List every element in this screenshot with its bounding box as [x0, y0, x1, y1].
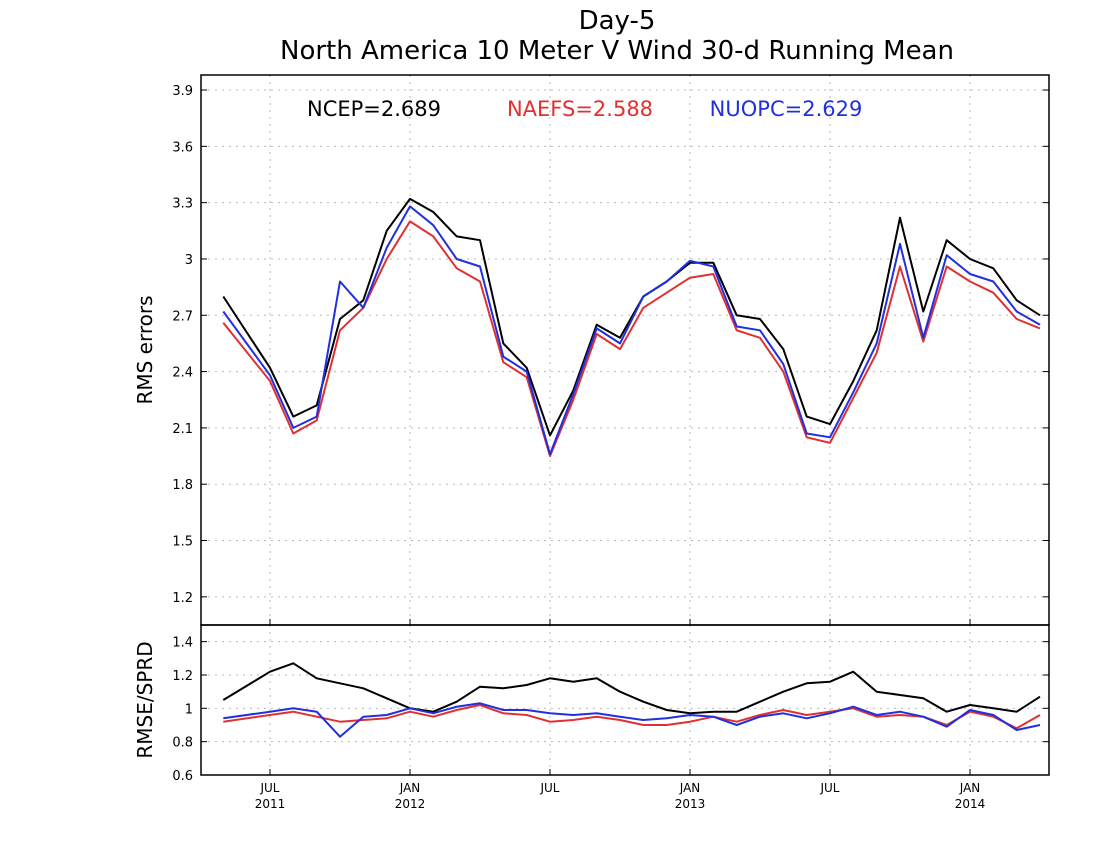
xtick-label-year: 2013 [675, 797, 706, 811]
chart-title: Day-5 [579, 6, 656, 36]
series-line-naefs [223, 221, 1040, 456]
ytick-label: 3.6 [172, 140, 193, 155]
ytick-label: 1.2 [172, 669, 193, 684]
series-line-ncep [223, 663, 1040, 713]
ytick-label: 1.4 [172, 636, 193, 651]
plot-frame [201, 625, 1049, 775]
xtick-label-year: 2011 [255, 797, 286, 811]
xtick-label-month: JAN [399, 781, 421, 795]
xtick-label-month: JAN [679, 781, 701, 795]
xtick-label-year: 2014 [955, 797, 986, 811]
ytick-label: 3 [185, 253, 193, 268]
xtick-label-year: 2012 [395, 797, 426, 811]
ytick-label: 1 [185, 702, 193, 717]
ytick-label: 0.6 [172, 769, 193, 784]
y-axis-label: RMS errors [133, 295, 157, 404]
ytick-label: 2.4 [172, 366, 193, 381]
ytick-label: 2.7 [172, 309, 193, 324]
ytick-label: 3.3 [172, 197, 193, 212]
ytick-label: 0.8 [172, 736, 193, 751]
chart-subtitle: North America 10 Meter V Wind 30-d Runni… [280, 36, 954, 66]
series-line-nuopc [223, 703, 1040, 736]
ytick-label: 2.1 [172, 422, 193, 437]
ytick-label: 1.2 [172, 591, 193, 606]
ytick-label: 1.8 [172, 478, 193, 493]
ytick-label: 1.5 [172, 535, 193, 550]
legend-naefs: NAEFS=2.588 [507, 97, 653, 121]
legend-ncep: NCEP=2.689 [307, 97, 441, 121]
xtick-label-month: JUL [819, 781, 839, 795]
ytick-label: 3.9 [172, 84, 193, 99]
legend-nuopc: NUOPC=2.629 [710, 97, 863, 121]
y-axis-label: RMSE/SPRD [133, 641, 157, 758]
xtick-label-month: JUL [539, 781, 559, 795]
xtick-label-month: JAN [959, 781, 981, 795]
xtick-label-month: JUL [259, 781, 279, 795]
series-line-naefs [223, 705, 1040, 728]
